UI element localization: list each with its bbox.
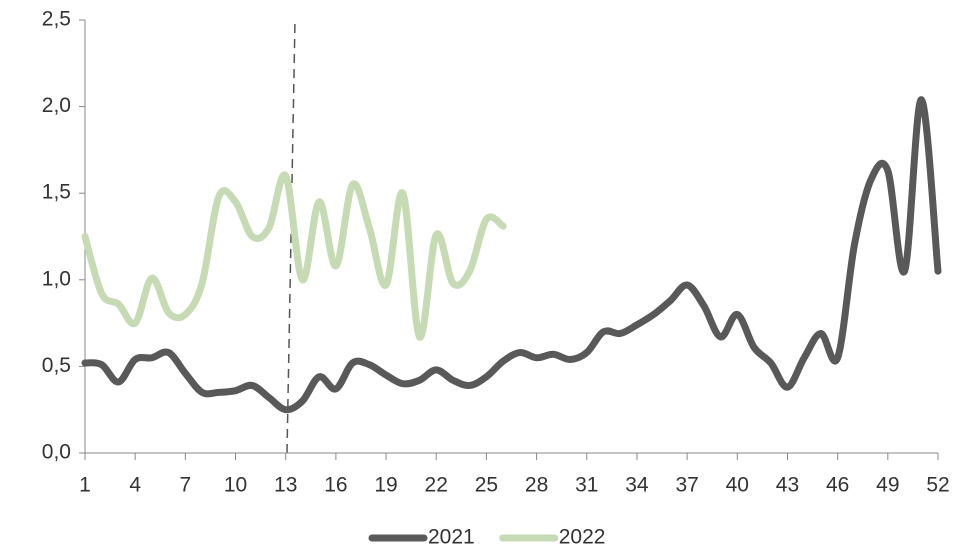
x-tick-label: 19: [374, 474, 397, 497]
y-tick-label: 0,5: [42, 354, 71, 377]
x-tick-label: 28: [525, 474, 548, 497]
x-tick-label: 37: [675, 474, 698, 497]
x-tick-label: 13: [274, 474, 297, 497]
x-tick-label: 52: [926, 474, 949, 497]
marker-line: [286, 19, 296, 454]
x-tick-label: 7: [180, 474, 192, 497]
x-tick-label: 16: [324, 474, 347, 497]
x-tick-label: 22: [425, 474, 448, 497]
legend-label: 2021: [428, 526, 475, 549]
x-tick-label: 46: [826, 474, 849, 497]
y-tick-label: 0,0: [42, 441, 71, 464]
x-tick-label: 4: [129, 474, 141, 497]
x-tick-label: 1: [79, 474, 91, 497]
y-tick-label: 2,0: [42, 94, 71, 117]
x-tick-label: 34: [625, 474, 649, 497]
x-tick-label: 31: [575, 474, 598, 497]
legend-label: 2022: [559, 526, 606, 549]
x-tick-label: 10: [224, 474, 247, 497]
x-tick-label: 40: [726, 474, 749, 497]
x-tick-label: 25: [475, 474, 498, 497]
y-tick-label: 2,5: [42, 8, 71, 31]
x-tick-label: 49: [876, 474, 899, 497]
series-line: [81, 96, 942, 414]
y-tick-label: 1,5: [42, 181, 71, 204]
x-tick-label: 43: [776, 474, 799, 497]
series-line: [81, 171, 507, 341]
y-tick-label: 1,0: [42, 267, 71, 290]
